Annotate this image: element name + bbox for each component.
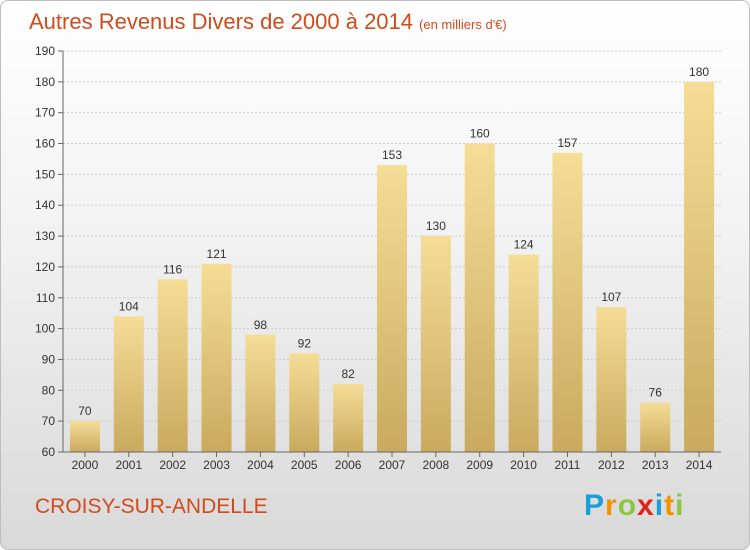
bar xyxy=(157,279,188,452)
y-tick-label: 140 xyxy=(35,198,55,212)
logo-letter: i xyxy=(654,489,665,522)
x-tick-label: 2008 xyxy=(423,458,450,472)
bar-value-label: 98 xyxy=(254,318,268,332)
logo-letter: P xyxy=(584,489,606,522)
y-tick-label: 150 xyxy=(35,167,55,181)
logo-letter: t xyxy=(664,489,676,522)
y-tick-label: 90 xyxy=(42,352,56,366)
location-label: CROISY-SUR-ANDELLE xyxy=(35,495,268,518)
logo-letter: r xyxy=(605,489,618,522)
proxiti-logo: Proxiti xyxy=(584,489,684,523)
bar xyxy=(201,263,232,452)
bar-value-label: 130 xyxy=(426,219,446,233)
bar xyxy=(289,353,320,452)
bars: 70 104 116 121 98 92 82 153 130 160 124 157 107 76 180 xyxy=(69,65,715,453)
y-tick-label: 100 xyxy=(35,322,55,336)
x-tick-label: 2002 xyxy=(159,458,186,472)
bar xyxy=(684,81,715,452)
bar-value-label: 107 xyxy=(601,290,621,304)
bar-value-label: 157 xyxy=(557,136,577,150)
bar-value-label: 116 xyxy=(163,262,182,276)
y-tick-label: 180 xyxy=(35,75,55,89)
chart-title: Autres Revenus Divers de 2000 à 2014 (en … xyxy=(29,9,507,35)
chart-title-text: Autres Revenus Divers de 2000 à 2014 xyxy=(29,9,414,34)
bar-value-label: 160 xyxy=(470,127,490,141)
bar-value-label: 70 xyxy=(78,404,92,418)
y-tick-label: 110 xyxy=(36,291,55,305)
bar xyxy=(113,316,144,452)
y-tick-label: 170 xyxy=(35,106,55,120)
x-tick-label: 2006 xyxy=(335,458,362,472)
bar xyxy=(464,143,495,453)
y-tick-label: 70 xyxy=(42,414,56,428)
bar-value-label: 92 xyxy=(298,336,312,350)
bar-value-label: 76 xyxy=(649,386,663,400)
x-tick-label: 2007 xyxy=(379,458,406,472)
y-tick-label: 80 xyxy=(42,383,56,397)
bar xyxy=(377,165,407,452)
y-tick-label: 60 xyxy=(42,445,56,459)
axes: 60 70 80 90 100 110 120 130 140 150 160 170 180 190 20… xyxy=(35,44,721,472)
x-tick-label: 2011 xyxy=(555,458,581,472)
bar xyxy=(333,384,364,452)
x-tick-label: 2010 xyxy=(510,458,537,472)
x-tick-label: 2005 xyxy=(291,458,318,472)
x-tick-label: 2012 xyxy=(598,458,625,472)
logo-letter: x xyxy=(637,489,655,522)
x-tick-label: 2000 xyxy=(72,458,99,472)
bar xyxy=(552,152,583,453)
bar-value-label: 104 xyxy=(119,299,139,313)
y-tick-label: 160 xyxy=(35,137,55,151)
bar-value-label: 82 xyxy=(341,367,355,381)
x-tick-label: 2001 xyxy=(115,458,142,472)
bar-value-label: 180 xyxy=(689,65,709,79)
y-tick-label: 130 xyxy=(35,229,55,243)
x-tick-label: 2009 xyxy=(466,458,493,472)
bar xyxy=(508,254,539,452)
x-tick-label: 2004 xyxy=(247,458,274,472)
bar xyxy=(640,402,671,452)
bar xyxy=(420,236,451,452)
bar-value-label: 121 xyxy=(207,247,227,261)
x-tick-label: 2013 xyxy=(642,458,669,472)
bar-value-label: 153 xyxy=(382,148,402,162)
logo-letter: i xyxy=(675,489,685,522)
bar xyxy=(69,421,100,452)
bar xyxy=(245,334,276,452)
x-tick-label: 2014 xyxy=(686,458,713,472)
logo-letter: o xyxy=(617,489,638,522)
bar-value-label: 124 xyxy=(514,238,534,252)
y-tick-label: 120 xyxy=(35,260,55,274)
y-tick-label: 190 xyxy=(35,44,55,58)
x-tick-label: 2003 xyxy=(203,458,230,472)
chart-unit-note: (en milliers d'€) xyxy=(419,17,507,32)
bar xyxy=(596,307,627,452)
